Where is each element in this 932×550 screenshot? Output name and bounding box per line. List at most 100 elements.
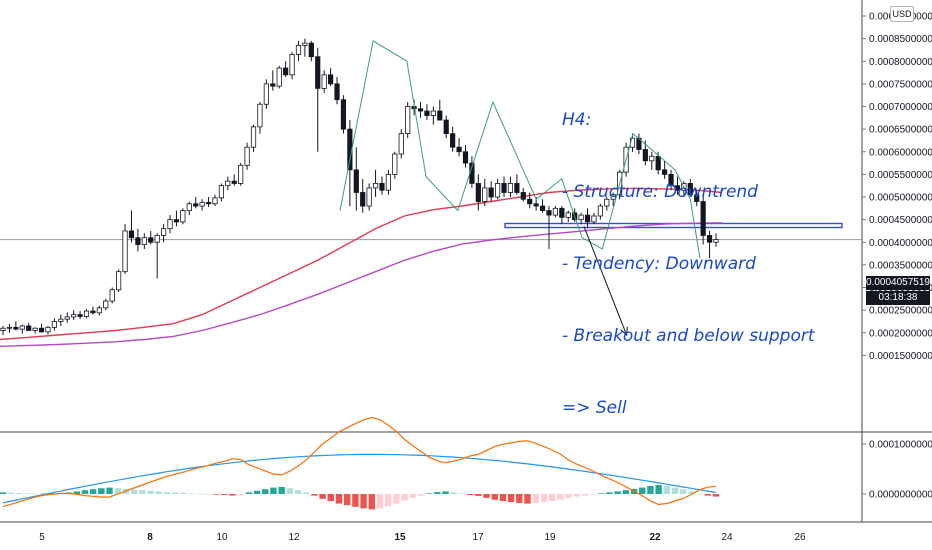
macd-histogram-bar xyxy=(491,494,498,500)
candle-up xyxy=(649,155,655,162)
candle-up xyxy=(578,214,584,221)
current-price-tag: 0.00040575196 xyxy=(866,276,932,290)
macd-histogram-bar xyxy=(696,494,703,495)
macd-histogram-bar xyxy=(130,489,138,494)
y-tick-label: 0.00075000000 xyxy=(869,79,932,90)
candle-up xyxy=(51,321,57,328)
macd-histogram-bar xyxy=(262,489,269,494)
note-line: => Sell xyxy=(562,398,627,418)
macd-histogram-bar xyxy=(294,490,302,494)
candle-down xyxy=(706,235,713,243)
macd-panel xyxy=(0,416,720,510)
macd-histogram-bar xyxy=(319,494,326,499)
note-line: H4: xyxy=(562,110,592,130)
macd-histogram-bar xyxy=(384,494,392,507)
macd-histogram-bar xyxy=(32,493,39,495)
candle-down xyxy=(694,194,700,202)
macd-histogram-bar xyxy=(196,493,203,495)
candle-down xyxy=(475,183,481,202)
candle-down xyxy=(687,183,693,196)
candle-down xyxy=(437,110,443,121)
x-tick-label: 26 xyxy=(794,532,806,543)
y-tick-label: 0.00060000000 xyxy=(869,147,932,158)
macd-histogram-bar xyxy=(540,494,548,502)
macd-histogram-bar xyxy=(442,491,449,494)
macd-histogram-bar xyxy=(409,494,416,498)
projection-arrow xyxy=(583,226,628,336)
candle-down xyxy=(642,149,648,162)
candle-down xyxy=(700,201,706,236)
ema-purple-line xyxy=(0,222,723,347)
candle-up xyxy=(45,326,51,333)
candle-up xyxy=(482,187,488,202)
candle-up xyxy=(199,202,205,207)
macd-histogram-bar xyxy=(581,494,589,496)
countdown-tag: 03:18:38 xyxy=(866,291,930,305)
macd-histogram-bar xyxy=(352,494,359,507)
macd-histogram-bar xyxy=(712,494,720,497)
macd-histogram-bar xyxy=(139,490,146,494)
candle-down xyxy=(26,325,32,331)
y-tick-label: 0.00020000000 xyxy=(869,328,932,339)
candle-down xyxy=(674,185,681,191)
candle-down xyxy=(283,67,289,76)
candle-down xyxy=(340,99,347,130)
candle-up xyxy=(64,316,70,320)
candle-up xyxy=(392,153,398,175)
macd-histogram-bar xyxy=(335,494,343,504)
macd-histogram-bar xyxy=(163,492,171,494)
macd-histogram-bar xyxy=(221,494,228,495)
candle-up xyxy=(597,205,603,217)
candle-up xyxy=(238,164,244,184)
macd-histogram-bar xyxy=(589,494,597,495)
analysis-note: H4: - Structure: Downtrend - Tendency: D… xyxy=(562,60,815,444)
candle-down xyxy=(456,146,462,153)
macd-histogram-bar xyxy=(401,494,408,501)
macd-histogram-bar xyxy=(98,488,105,494)
projection-arrow-head xyxy=(620,326,628,337)
candle-up xyxy=(225,180,231,187)
candle-up xyxy=(295,45,302,55)
macd-histogram-bar xyxy=(458,493,466,494)
candle-down xyxy=(347,128,353,171)
macd-histogram-bar xyxy=(73,491,80,494)
y-tick-label: 0.00085000000 xyxy=(869,34,932,45)
signal-line xyxy=(2,416,717,508)
candle-up xyxy=(244,146,250,166)
candle-down xyxy=(501,183,507,193)
x-tick-label: 12 xyxy=(288,532,300,543)
macd-histogram-bar xyxy=(671,487,679,494)
macd-histogram-bar xyxy=(557,494,564,500)
candle-up xyxy=(83,310,90,317)
zigzag-line xyxy=(339,40,701,259)
candle-down xyxy=(270,83,276,87)
candle-up xyxy=(552,207,559,216)
currency-badge[interactable]: USD xyxy=(890,6,914,22)
candle-up xyxy=(321,74,327,89)
candle-up xyxy=(713,239,719,243)
macd-histogram-bar xyxy=(212,494,220,495)
candle-up xyxy=(604,198,610,207)
candle-up xyxy=(167,219,173,230)
macd-histogram-bar xyxy=(434,492,441,494)
macd-histogram-bar xyxy=(532,494,539,503)
candle-down xyxy=(514,183,520,193)
macd-histogram-bar xyxy=(81,490,89,494)
candle-down xyxy=(443,119,449,135)
candle-up xyxy=(154,235,160,243)
macd-histogram-bar xyxy=(475,494,482,496)
candle-up xyxy=(122,230,128,273)
candle-down xyxy=(539,205,546,211)
macd-histogram-bar xyxy=(344,494,351,506)
candle-up xyxy=(58,318,64,322)
candle-up xyxy=(0,327,6,331)
macd-histogram-bar xyxy=(393,494,400,504)
candle-down xyxy=(148,237,154,243)
y-tick-label: 0.00040000000 xyxy=(869,238,932,249)
candle-up xyxy=(565,212,571,218)
macd-histogram-bar xyxy=(598,493,605,494)
candle-up xyxy=(405,106,411,135)
candle-down xyxy=(135,237,141,245)
y-tick-label: 0.00035000000 xyxy=(869,260,932,271)
macd-histogram-bar xyxy=(114,488,121,494)
